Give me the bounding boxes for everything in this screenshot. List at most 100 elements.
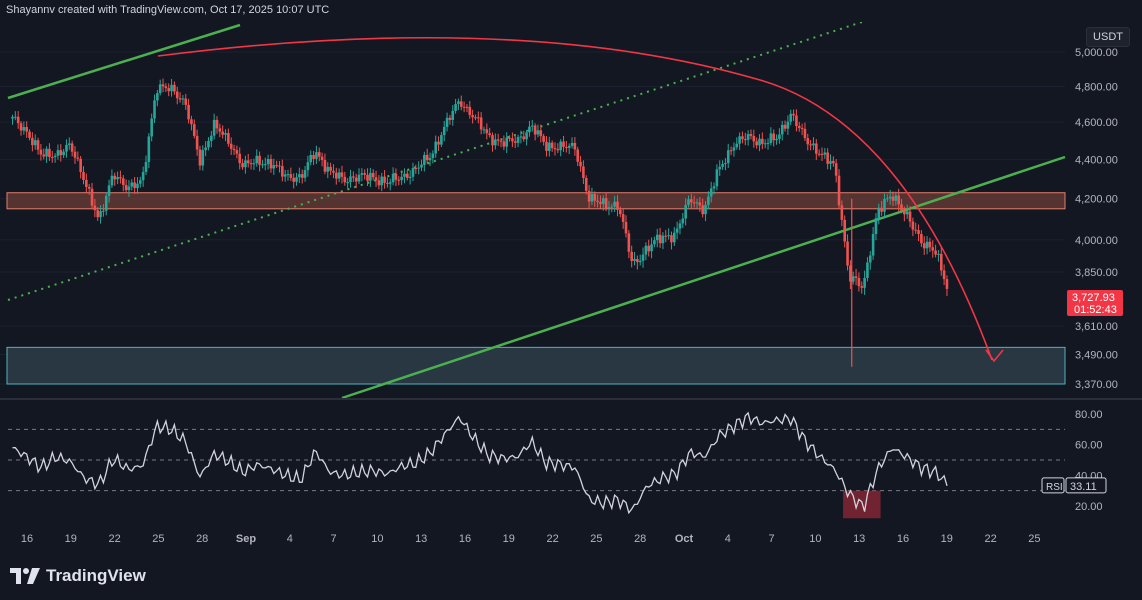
time-tick-label: 25 bbox=[590, 533, 602, 545]
candle bbox=[454, 98, 457, 114]
projection-arrowhead bbox=[985, 349, 1004, 363]
candle bbox=[59, 144, 63, 162]
candle bbox=[874, 213, 878, 241]
candle bbox=[184, 93, 188, 110]
candle bbox=[783, 120, 787, 132]
candle bbox=[406, 170, 409, 181]
candle bbox=[261, 159, 264, 169]
candle bbox=[383, 170, 386, 189]
candle bbox=[636, 255, 639, 270]
candle bbox=[718, 160, 722, 176]
candle bbox=[766, 138, 770, 150]
candle bbox=[917, 224, 920, 242]
candle bbox=[31, 132, 34, 152]
candle bbox=[809, 140, 812, 151]
candle bbox=[633, 251, 636, 266]
time-tick-label: 4 bbox=[725, 533, 731, 545]
candle bbox=[820, 147, 824, 161]
candle bbox=[567, 143, 571, 155]
candle bbox=[724, 158, 727, 171]
candle bbox=[752, 129, 756, 148]
candle bbox=[258, 151, 261, 172]
candle bbox=[309, 150, 313, 166]
candle bbox=[420, 159, 423, 172]
candle bbox=[536, 124, 540, 138]
candle bbox=[349, 169, 352, 188]
candle bbox=[312, 150, 315, 166]
candle bbox=[897, 188, 900, 211]
candle bbox=[707, 191, 710, 209]
candle bbox=[323, 153, 327, 175]
candle bbox=[90, 182, 94, 210]
candle bbox=[624, 215, 628, 238]
candle bbox=[346, 178, 349, 189]
rsi-value-tag: RSI 33.11 bbox=[1041, 477, 1107, 494]
candle bbox=[292, 173, 295, 189]
candle bbox=[877, 203, 881, 225]
candle bbox=[735, 137, 739, 150]
candle bbox=[911, 217, 915, 237]
candle bbox=[298, 167, 301, 184]
tradingview-logo[interactable]: TradingView bbox=[10, 566, 146, 586]
candle bbox=[252, 158, 256, 171]
candle bbox=[803, 122, 807, 141]
candle bbox=[340, 165, 344, 184]
candle bbox=[275, 160, 278, 169]
candle bbox=[616, 195, 619, 217]
candle bbox=[650, 237, 653, 259]
candle bbox=[488, 127, 491, 138]
candle bbox=[587, 184, 591, 209]
candle bbox=[99, 205, 102, 224]
time-tick-label: 4 bbox=[287, 533, 293, 545]
candle bbox=[795, 109, 798, 132]
candle bbox=[590, 187, 594, 206]
price-chart[interactable]: 5,000.00 4,800.00 4,600.00 4,400.00 4,200.00… bbox=[0, 22, 1142, 552]
footer: TradingView bbox=[0, 552, 1142, 600]
candle bbox=[62, 148, 65, 159]
candle bbox=[246, 153, 250, 168]
candle bbox=[87, 183, 91, 195]
candle bbox=[826, 148, 829, 170]
candle bbox=[672, 226, 676, 247]
candle bbox=[471, 109, 474, 124]
candle bbox=[343, 171, 347, 186]
candle bbox=[289, 167, 293, 181]
candle bbox=[542, 133, 545, 146]
candle bbox=[607, 200, 611, 216]
time-tick-label: 7 bbox=[769, 533, 775, 545]
candle bbox=[33, 134, 37, 150]
price-tick-label: 5,000.00 bbox=[1075, 47, 1118, 59]
candle bbox=[900, 199, 903, 214]
candle bbox=[692, 195, 696, 208]
candle bbox=[491, 132, 494, 152]
candle bbox=[920, 230, 923, 248]
candle bbox=[769, 127, 773, 146]
candle bbox=[377, 175, 381, 190]
candle bbox=[371, 169, 375, 181]
candle bbox=[670, 231, 673, 250]
candle bbox=[863, 270, 866, 295]
channel-lines bbox=[7, 22, 1066, 400]
candle bbox=[738, 132, 741, 150]
candle bbox=[457, 98, 460, 111]
candle bbox=[522, 130, 526, 142]
candle bbox=[712, 182, 716, 195]
candle bbox=[119, 170, 122, 184]
candle bbox=[931, 240, 935, 258]
candle bbox=[332, 164, 335, 179]
candle bbox=[445, 112, 449, 132]
chart-credit: Shayannv created with TradingView.com, O… bbox=[6, 4, 330, 16]
candle bbox=[150, 113, 153, 142]
time-axis: 16 19 22 25 28 Sep 4 7 10 13 16 19 22 25 28 Oct 4 7 10 13 16… bbox=[21, 533, 1041, 545]
candle bbox=[428, 152, 432, 167]
candle bbox=[806, 133, 810, 151]
time-tick-label: Sep bbox=[236, 533, 256, 545]
price-tick-label: 4,800.00 bbox=[1075, 81, 1118, 93]
price-tick-label: 3,610.00 bbox=[1075, 321, 1118, 333]
projection-arc bbox=[157, 36, 993, 361]
currency-button[interactable]: USDT bbox=[1086, 27, 1130, 47]
candle bbox=[107, 179, 111, 203]
candle bbox=[315, 145, 318, 164]
candle bbox=[905, 204, 909, 219]
